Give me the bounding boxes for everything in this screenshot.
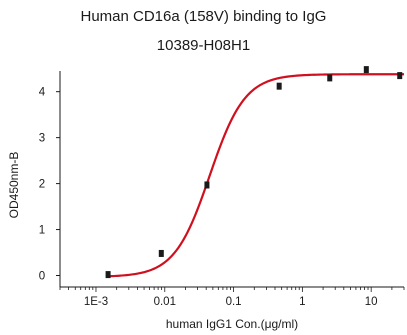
x-tick-label: 0.1 — [226, 296, 242, 308]
x-tick-label: 0.01 — [154, 296, 176, 308]
data-point — [363, 66, 369, 74]
fit-curve — [108, 73, 404, 278]
data-point — [327, 74, 333, 82]
data-point — [158, 249, 164, 257]
data-point — [276, 82, 282, 90]
data-point — [105, 271, 111, 279]
y-tick-label: 3 — [39, 133, 45, 145]
y-tick-label: 1 — [39, 225, 45, 237]
y-tick-label: 4 — [39, 87, 46, 99]
x-tick-label: 1 — [299, 296, 305, 308]
y-axis-label: OD450nm-B — [7, 152, 21, 219]
fit-curve-layer — [108, 73, 404, 278]
y-tick-label: 0 — [39, 271, 45, 283]
data-points-layer — [105, 66, 403, 279]
y-tick-label: 2 — [39, 179, 45, 191]
data-point — [204, 181, 210, 189]
axes: 0 1 2 3 4 1E-3 0.01 0.1 1 10 — [39, 71, 405, 308]
x-tick-label: 1E-3 — [84, 296, 108, 308]
x-tick-label: 10 — [365, 296, 378, 308]
x-axis-label: human IgG1 Con.(μg/ml) — [166, 317, 298, 331]
chart-subtitle: 10389-H08H1 — [156, 37, 251, 54]
chart-title: Human CD16a (158V) binding to IgG — [80, 8, 327, 25]
data-point — [397, 72, 403, 80]
